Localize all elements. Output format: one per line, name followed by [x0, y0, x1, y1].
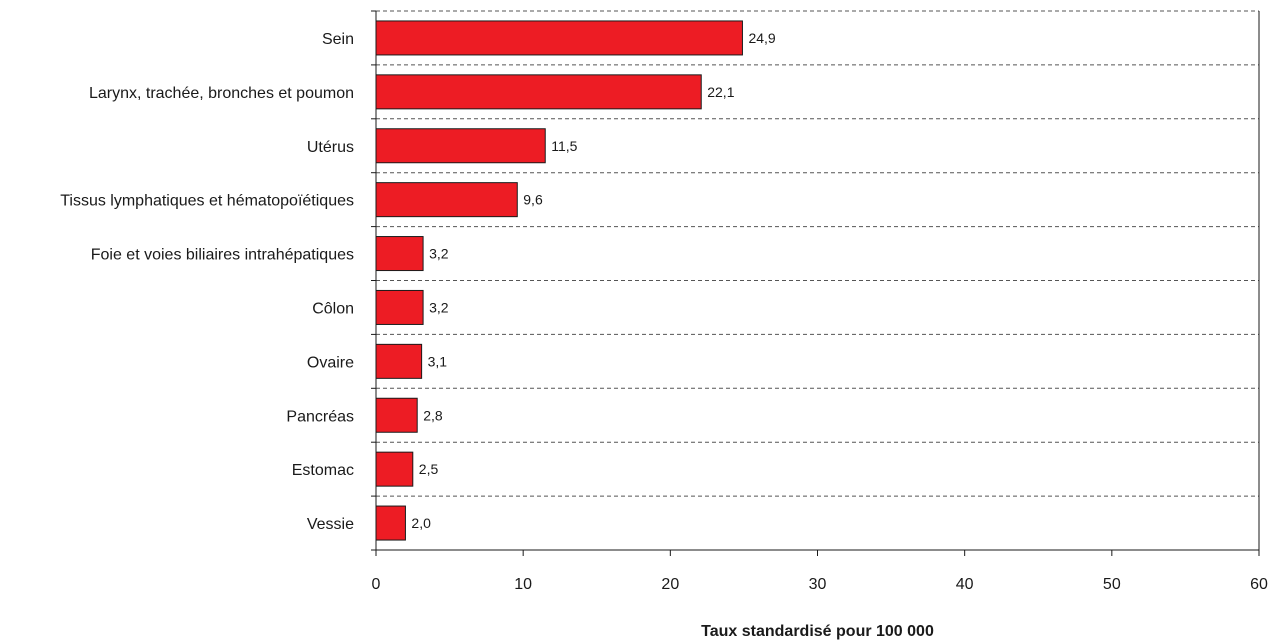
category-label: Tissus lymphatiques et hématopoïétiques [60, 193, 354, 210]
bar [375, 182, 518, 218]
x-tick-label: 40 [956, 576, 974, 593]
category-label: Ovaire [307, 354, 354, 371]
bar [375, 236, 424, 272]
bar [375, 20, 743, 56]
value-label: 3,1 [428, 353, 448, 369]
value-labels: 24,9 22,1 11,5 9,6 3,2 3,2 3,1 2,8 2,5 2,0 [411, 30, 775, 531]
x-tick-label: 60 [1250, 576, 1268, 593]
x-tick-label: 0 [372, 576, 381, 593]
bar [375, 128, 546, 164]
value-label: 11,5 [551, 138, 577, 154]
bar [375, 505, 406, 541]
value-label: 9,6 [523, 192, 543, 208]
category-label: Foie et voies biliaires intrahépatiques [91, 247, 354, 264]
category-label: Larynx, trachée, bronches et poumon [89, 85, 354, 102]
bar [375, 343, 423, 379]
x-tick-label: 10 [514, 576, 532, 593]
bars [375, 20, 743, 541]
value-label: 22,1 [707, 84, 734, 100]
value-label: 3,2 [429, 246, 449, 262]
x-tick-label: 20 [661, 576, 679, 593]
value-label: 2,0 [411, 515, 431, 531]
bar [375, 397, 418, 433]
x-axis-title: Taux standardisé pour 100 000 [701, 623, 934, 640]
value-label: 24,9 [748, 30, 775, 46]
gridlines [376, 10, 1259, 497]
category-label: Sein [322, 31, 354, 48]
bar [375, 289, 424, 325]
category-label: Côlon [312, 300, 354, 317]
category-label: Pancréas [286, 408, 354, 425]
x-tick-label: 30 [809, 576, 827, 593]
category-label: Estomac [292, 462, 354, 479]
category-labels: Sein Larynx, trachée, bronches et poumon U… [60, 31, 354, 533]
value-label: 3,2 [429, 299, 449, 315]
category-label: Utérus [307, 139, 354, 156]
bar [375, 451, 414, 487]
x-tick-label: 50 [1103, 576, 1121, 593]
category-label: Vessie [307, 516, 354, 533]
x-ticks: 0 10 20 30 40 50 60 [372, 550, 1268, 593]
value-label: 2,8 [423, 407, 443, 423]
bar [375, 74, 702, 110]
value-label: 2,5 [419, 461, 439, 477]
